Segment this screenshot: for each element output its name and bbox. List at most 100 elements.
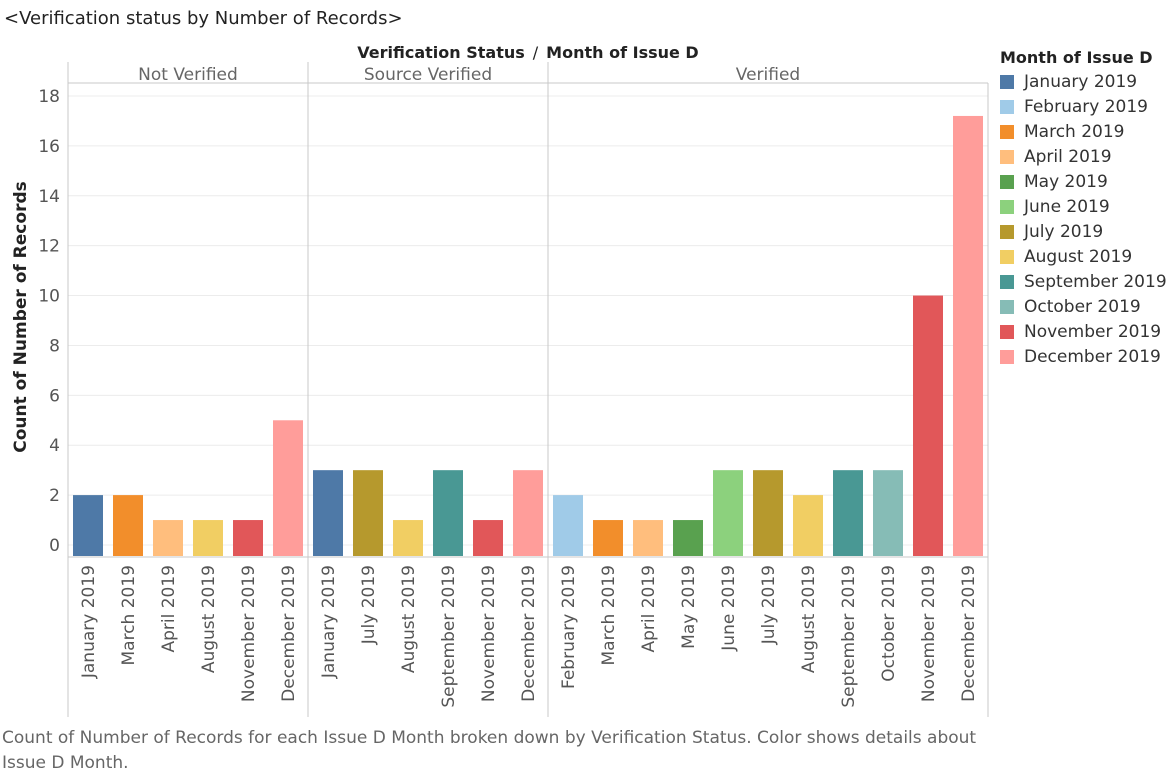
x-tick-label: August 2019	[199, 565, 219, 673]
legend-item: February 2019	[1000, 94, 1167, 119]
legend: Month of Issue D January 2019 February 20…	[1000, 48, 1167, 369]
legend-swatch	[1000, 299, 1014, 314]
bar	[593, 520, 623, 556]
y-tick-label: 14	[38, 187, 60, 207]
x-tick-label: December 2019	[279, 565, 299, 702]
legend-swatch	[1000, 99, 1014, 114]
x-tick-label: July 2019	[359, 565, 379, 645]
bar	[713, 470, 743, 556]
bar	[193, 520, 223, 556]
legend-item: November 2019	[1000, 319, 1167, 344]
legend-item: July 2019	[1000, 219, 1167, 244]
legend-swatch	[1000, 199, 1014, 214]
x-tick-label: April 2019	[159, 565, 179, 653]
x-tick-label: November 2019	[239, 565, 259, 702]
legend-swatch	[1000, 224, 1014, 239]
bar	[513, 470, 543, 556]
bar	[553, 495, 583, 556]
legend-label: October 2019	[1024, 296, 1141, 317]
y-tick-label: 12	[38, 237, 60, 257]
x-tick-label: June 2019	[719, 565, 739, 652]
legend-item: August 2019	[1000, 244, 1167, 269]
bar	[353, 470, 383, 556]
legend-swatch	[1000, 174, 1014, 189]
column-header: Verification Status / Month of Issue D	[68, 43, 988, 62]
y-tick-label: 8	[49, 336, 60, 356]
legend-swatch	[1000, 274, 1014, 289]
x-tick-label: November 2019	[919, 565, 939, 702]
x-tick-label: July 2019	[759, 565, 779, 645]
y-tick-label: 16	[38, 137, 60, 157]
x-tick-label: January 2019	[319, 565, 339, 679]
x-tick-label: December 2019	[959, 565, 979, 702]
legend-swatch	[1000, 249, 1014, 264]
legend-item: January 2019	[1000, 69, 1167, 94]
legend-label: April 2019	[1024, 146, 1112, 167]
legend-items: January 2019 February 2019 March 2019 April…	[1000, 69, 1167, 369]
bar	[953, 115, 983, 556]
bar	[633, 520, 663, 556]
legend-item: September 2019	[1000, 269, 1167, 294]
bar	[73, 495, 103, 556]
x-tick-label: May 2019	[679, 565, 699, 649]
legend-swatch	[1000, 124, 1014, 139]
legend-label: December 2019	[1024, 346, 1161, 367]
bar	[753, 470, 783, 556]
x-tick-label: August 2019	[799, 565, 819, 673]
x-tick-label: March 2019	[119, 565, 139, 666]
legend-label: June 2019	[1024, 196, 1110, 217]
bar	[153, 520, 183, 556]
x-tick-label: March 2019	[599, 565, 619, 666]
bar	[673, 520, 703, 556]
x-tick-label: August 2019	[399, 565, 419, 673]
bar	[793, 495, 823, 556]
x-tick-label: November 2019	[479, 565, 499, 702]
panel-header: Not Verified	[138, 65, 238, 85]
legend-swatch	[1000, 74, 1014, 89]
y-tick-label: 6	[49, 386, 60, 406]
y-tick-label: 2	[49, 486, 60, 506]
legend-label: July 2019	[1024, 221, 1104, 242]
y-tick-label: 0	[49, 536, 60, 556]
legend-label: November 2019	[1024, 321, 1162, 342]
legend-item: June 2019	[1000, 194, 1167, 219]
legend-label: August 2019	[1024, 246, 1133, 267]
y-axis-title: Count of Number of Records	[11, 181, 31, 453]
legend-item: October 2019	[1000, 294, 1167, 319]
bar	[473, 520, 503, 556]
legend-label: February 2019	[1024, 96, 1148, 117]
x-tick-label: October 2019	[879, 565, 899, 682]
legend-label: September 2019	[1024, 271, 1167, 292]
legend-swatch	[1000, 324, 1014, 339]
legend-title: Month of Issue D	[1000, 48, 1153, 67]
legend-item: May 2019	[1000, 169, 1167, 194]
chart-title: <Verification status by Number of Record…	[4, 8, 403, 29]
bar	[833, 470, 863, 556]
bar	[233, 520, 263, 556]
panel-header: Verified	[736, 65, 800, 85]
legend-label: March 2019	[1024, 121, 1125, 142]
x-tick-label: January 2019	[79, 565, 99, 679]
panel-header: Source Verified	[364, 65, 492, 85]
column-header-separator: /	[532, 43, 539, 62]
x-tick-label: September 2019	[839, 565, 859, 708]
column-header-field-2: Month of Issue D	[546, 43, 699, 62]
chart-caption: Count of Number of Records for each Issu…	[2, 728, 977, 773]
bar	[393, 520, 423, 556]
bar	[913, 295, 943, 556]
x-tick-label: December 2019	[519, 565, 539, 702]
bar	[433, 470, 463, 556]
bar	[313, 470, 343, 556]
legend-swatch	[1000, 349, 1014, 364]
bar	[873, 470, 903, 556]
legend-item: December 2019	[1000, 344, 1167, 369]
x-tick-label: February 2019	[559, 565, 579, 689]
bar	[273, 420, 303, 556]
column-header-field-1: Verification Status	[357, 43, 525, 62]
bar	[113, 495, 143, 556]
y-tick-label: 18	[38, 87, 60, 107]
legend-swatch	[1000, 149, 1014, 164]
legend-item: April 2019	[1000, 144, 1167, 169]
y-tick-label: 10	[38, 287, 60, 307]
